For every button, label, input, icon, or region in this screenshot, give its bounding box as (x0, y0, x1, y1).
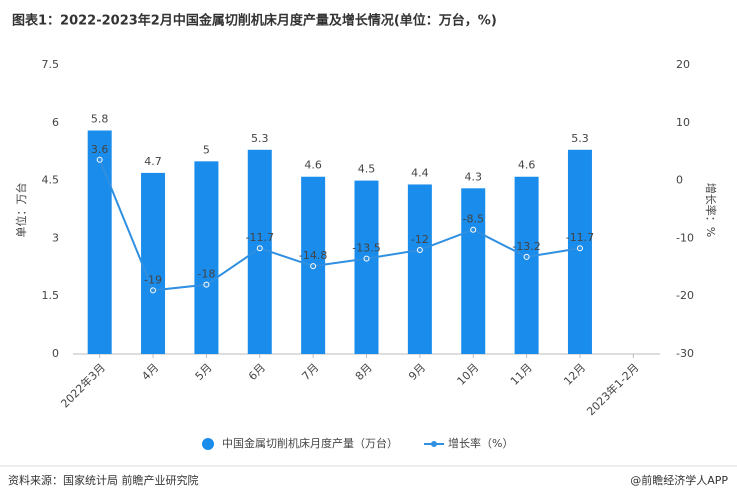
bar (87, 130, 112, 354)
y-tick-label: 6 (52, 116, 59, 129)
legend-marker (202, 438, 214, 450)
line-point (363, 255, 370, 262)
bar (194, 161, 219, 354)
bar-label: 5.3 (571, 132, 589, 145)
x-tick-label: 9月 (406, 361, 428, 383)
y2-tick-label: 0 (676, 174, 683, 187)
bar (567, 149, 592, 354)
x-tick-label: 12月 (561, 361, 588, 388)
line-point (523, 253, 530, 260)
x-tick-label: 8月 (353, 361, 375, 383)
x-tick-label: 7月 (299, 361, 321, 383)
brand: @前瞻经济学人APP (630, 473, 728, 487)
line-label: -12 (411, 233, 429, 246)
line-label: -19 (144, 273, 162, 286)
bar (354, 180, 379, 354)
y-tick-label: 4.5 (42, 174, 60, 187)
y2-tick-label: 10 (676, 116, 690, 129)
legend-marker (431, 441, 437, 447)
y2-tick-label: -30 (676, 347, 694, 360)
x-tick-label: 4月 (139, 361, 161, 383)
y2-tick-label: 20 (676, 58, 690, 71)
y-tick-label: 1.5 (42, 289, 60, 302)
bar-label: 4.6 (304, 159, 322, 172)
bar-label: 4.4 (411, 166, 429, 179)
line-point (576, 245, 583, 252)
bar (461, 188, 486, 354)
source: 资料来源：国家统计局 前瞻产业研究院 (8, 473, 199, 487)
x-tick-label: 2022年3月 (58, 360, 108, 410)
line-point (416, 246, 423, 253)
x-tick-label: 6月 (246, 361, 268, 383)
y-tick-label: 0 (52, 347, 59, 360)
y-tick-label: 7.5 (42, 58, 60, 71)
line-point (150, 287, 157, 294)
line-point (310, 263, 317, 270)
bar-label: 4.7 (144, 155, 162, 168)
bar-label: 5 (203, 143, 210, 156)
bar-label: 4.3 (464, 170, 482, 183)
bar (141, 172, 166, 354)
line-point (96, 156, 103, 163)
line-label: -18 (197, 268, 215, 281)
y2-tick-label: -10 (676, 231, 694, 244)
x-tick-label: 5月 (193, 361, 215, 383)
line-label: 3.6 (91, 143, 109, 156)
y-axis-label: 单位：万台 (14, 183, 28, 238)
bar-label: 5.8 (91, 113, 109, 126)
line-label: -11.7 (566, 231, 594, 244)
bar (247, 149, 272, 354)
bar-label: 5.3 (251, 132, 269, 145)
line-label: -11.7 (246, 231, 274, 244)
x-tick-label: 10月 (455, 361, 482, 388)
line-label: -13.2 (512, 240, 540, 253)
line-point (203, 281, 210, 288)
line-label: -14.8 (299, 249, 327, 262)
legend-label: 中国金属切削机床月度产量（万台） (222, 436, 398, 450)
y2-tick-label: -20 (676, 289, 694, 302)
y2-axis-label: 增长率：% (704, 183, 718, 237)
y-tick-label: 3 (52, 231, 59, 244)
line-label: -8.5 (462, 213, 483, 226)
chart-title: 图表1：2022-2023年2月中国金属切削机床月度产量及增长情况(单位：万台，… (12, 13, 497, 29)
line-label: -13.5 (352, 242, 380, 255)
legend-label: 增长率（%） (448, 436, 513, 450)
line-point (470, 226, 477, 233)
bar (407, 184, 432, 354)
bar-label: 4.6 (518, 159, 536, 172)
line-point (256, 245, 263, 252)
bar-label: 4.5 (358, 163, 376, 176)
line (98, 159, 581, 292)
bar (514, 176, 539, 354)
x-tick-label: 11月 (508, 361, 535, 388)
x-tick-label: 2023年1-2月 (584, 360, 642, 418)
